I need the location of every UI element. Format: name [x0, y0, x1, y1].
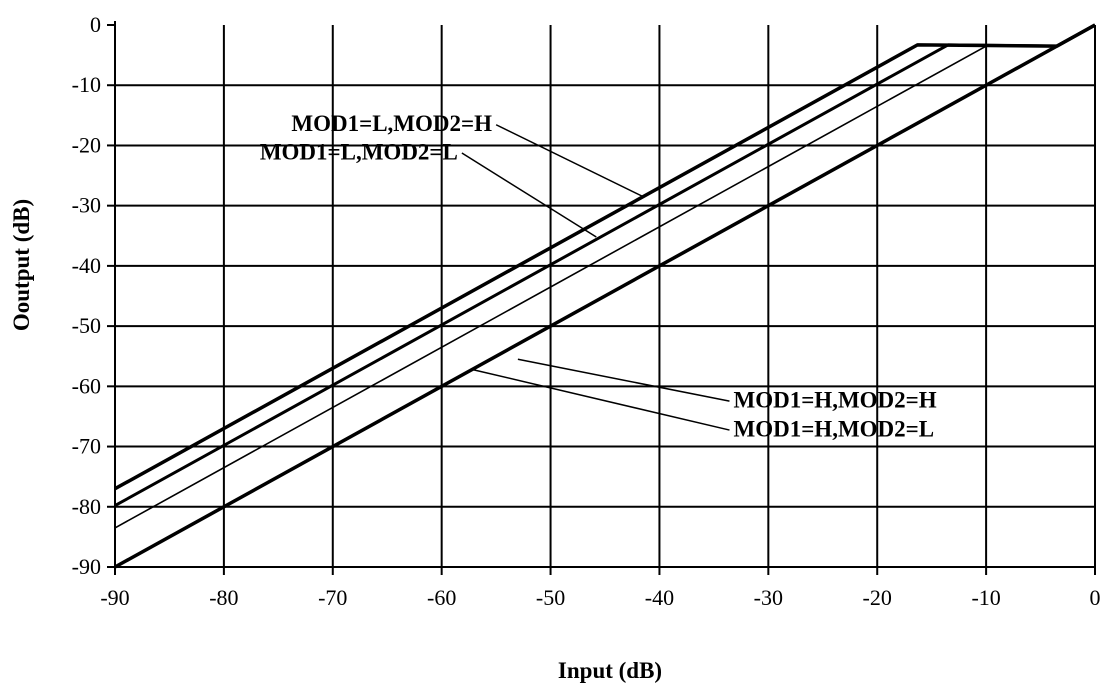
- y-axis-title: Ooutput (dB): [9, 199, 34, 331]
- x-tick-label: -80: [209, 585, 238, 610]
- grid: [115, 25, 1096, 567]
- y-tick-label: -80: [72, 494, 101, 519]
- y-tick-label: -50: [72, 313, 101, 338]
- y-tick-label: -70: [72, 434, 101, 459]
- series-label: MOD1=L,MOD2=H: [291, 111, 492, 136]
- y-tick-label: -60: [72, 373, 101, 398]
- axes: [107, 21, 1096, 575]
- y-tick-label: 0: [90, 12, 101, 37]
- x-tick-label: -50: [536, 585, 565, 610]
- annotation-leader-line: [517, 358, 730, 402]
- y-tick-label: -30: [72, 193, 101, 218]
- y-tick-label: -20: [72, 132, 101, 157]
- series-line: [114, 24, 1096, 529]
- annotation-leader-line: [471, 368, 730, 431]
- series-label: MOD1=H,MOD2=H: [733, 387, 936, 412]
- y-tick-label: -90: [72, 554, 101, 579]
- series-annotations: MOD1=L,MOD2=H MOD1=L,MOD2=L MOD1=H,MOD2=H M…: [260, 111, 937, 441]
- x-tick-label: -10: [971, 585, 1000, 610]
- series-line: [114, 23, 1096, 569]
- x-tick-label: -40: [645, 585, 674, 610]
- annotation-leader-line: [461, 152, 597, 238]
- x-tick-label: -70: [318, 585, 347, 610]
- series-label: MOD1=L,MOD2=L: [260, 139, 458, 164]
- x-tick-label: -60: [427, 585, 456, 610]
- x-axis-title: Input (dB): [558, 658, 662, 683]
- x-tick-label: -20: [863, 585, 892, 610]
- annotation-leader-line: [495, 124, 644, 198]
- x-tick-label: -90: [100, 585, 129, 610]
- series-label: MOD1=H,MOD2=L: [733, 416, 934, 441]
- y-tick-label: -40: [72, 253, 101, 278]
- series-lines: [114, 23, 1096, 569]
- tick-labels: -90 -80 -70 -60 -50 -40 -30 -20 -10 0 0 -10 -20 -30 -4…: [72, 12, 1101, 610]
- x-tick-label: 0: [1090, 585, 1101, 610]
- y-tick-label: -10: [72, 72, 101, 97]
- x-tick-label: -30: [754, 585, 783, 610]
